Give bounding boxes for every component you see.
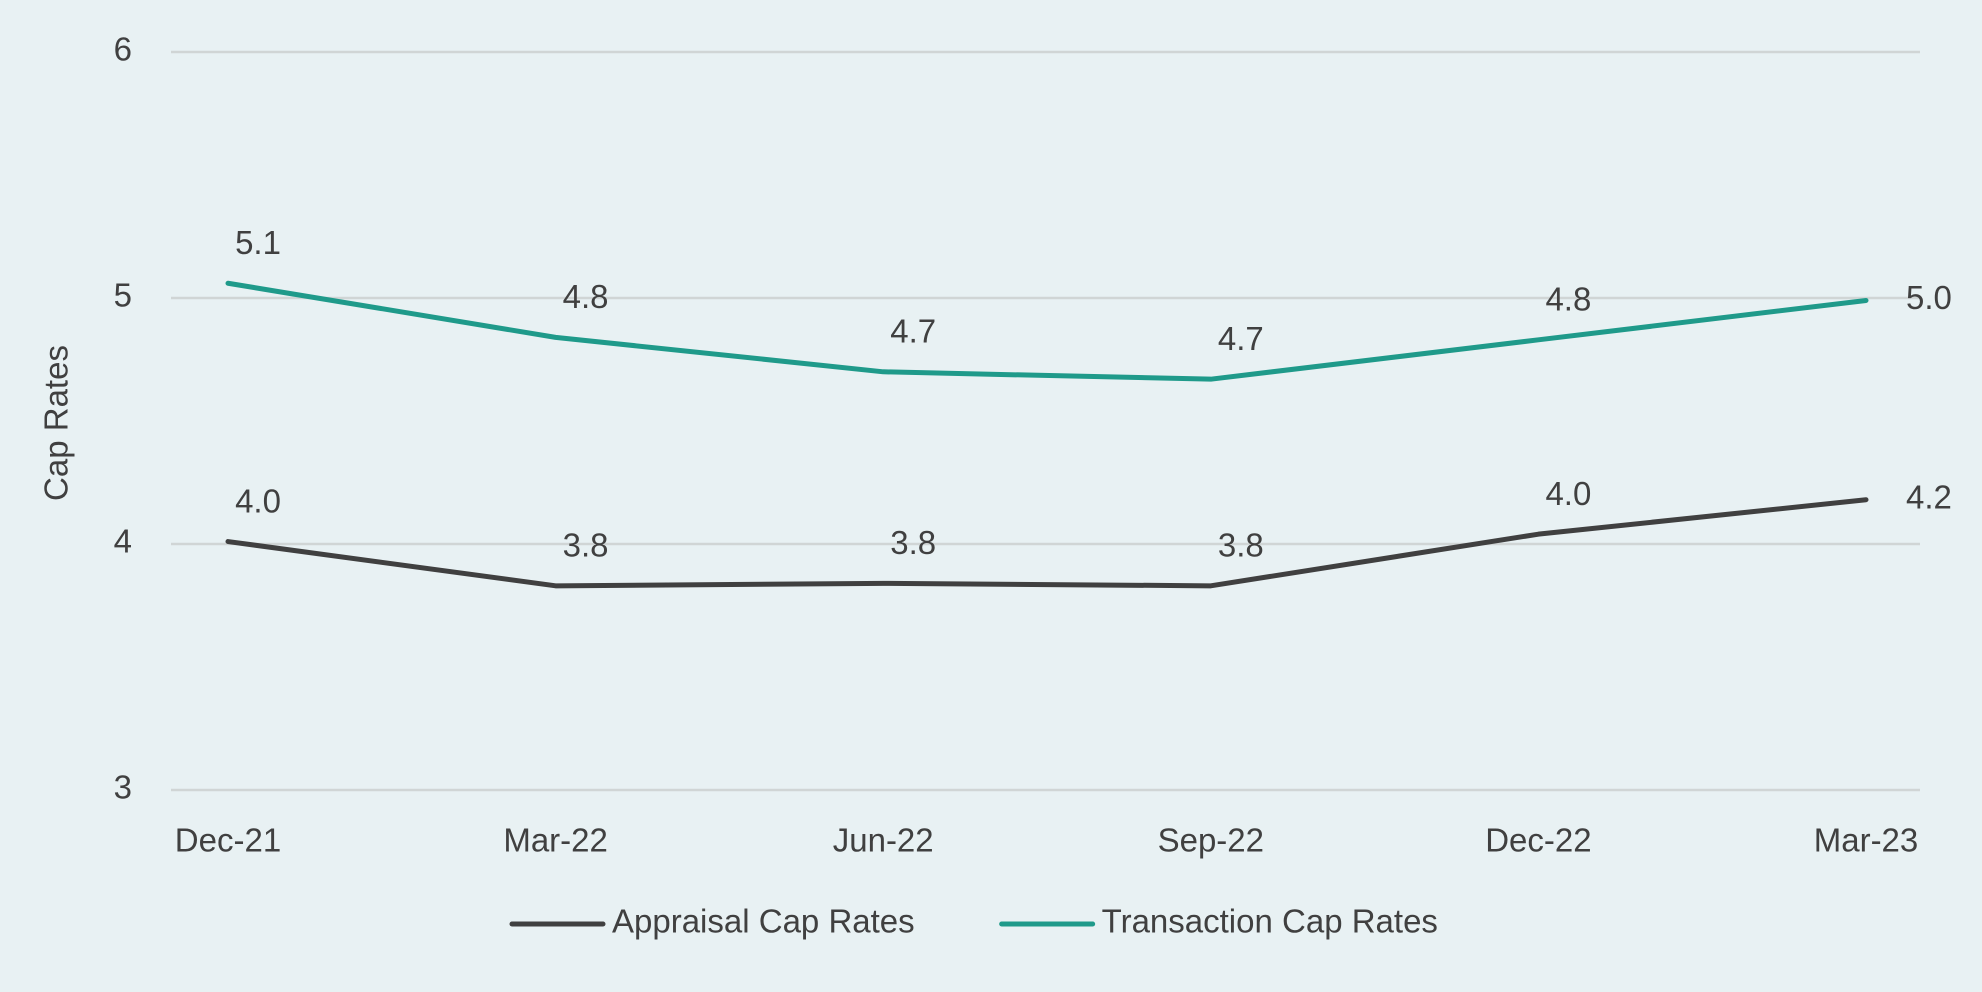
data-label: 3.8 bbox=[563, 527, 609, 564]
data-label: 3.8 bbox=[1218, 527, 1264, 564]
y-axis-title: Cap Rates bbox=[38, 345, 75, 501]
data-label: 4.2 bbox=[1906, 478, 1952, 515]
x-tick-label: Mar-22 bbox=[503, 822, 608, 859]
data-label: 4.7 bbox=[890, 313, 936, 350]
data-label: 4.0 bbox=[235, 482, 281, 519]
data-label: 4.0 bbox=[1545, 475, 1591, 512]
y-tick-label: 5 bbox=[114, 277, 132, 314]
data-label: 5.0 bbox=[1906, 279, 1952, 316]
y-tick-label: 6 bbox=[114, 31, 132, 68]
legend-label: Appraisal Cap Rates bbox=[612, 903, 915, 940]
data-label: 3.8 bbox=[890, 524, 936, 561]
x-tick-label: Sep-22 bbox=[1158, 822, 1264, 859]
data-label: 4.7 bbox=[1218, 320, 1264, 357]
legend-label: Transaction Cap Rates bbox=[1102, 903, 1438, 940]
x-tick-label: Dec-21 bbox=[175, 822, 281, 859]
data-label: 4.8 bbox=[1545, 281, 1591, 318]
data-label: 4.8 bbox=[563, 278, 609, 315]
data-label: 5.1 bbox=[235, 224, 281, 261]
x-tick-label: Mar-23 bbox=[1814, 822, 1919, 859]
series-line bbox=[225, 497, 1869, 589]
x-tick-label: Dec-22 bbox=[1485, 822, 1591, 859]
y-tick-label: 3 bbox=[114, 769, 132, 806]
y-tick-label: 4 bbox=[114, 523, 132, 560]
x-tick-label: Jun-22 bbox=[833, 822, 934, 859]
series-line bbox=[225, 280, 1869, 382]
